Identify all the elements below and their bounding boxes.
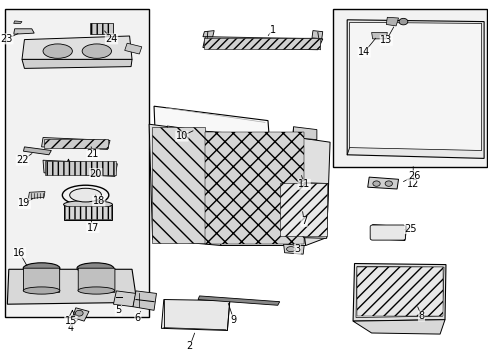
- Polygon shape: [355, 266, 443, 318]
- Ellipse shape: [78, 287, 115, 294]
- Polygon shape: [113, 291, 136, 307]
- Polygon shape: [349, 22, 481, 150]
- Text: 10: 10: [175, 131, 188, 141]
- Polygon shape: [203, 31, 214, 37]
- Text: 1: 1: [269, 24, 275, 35]
- Text: 4: 4: [68, 323, 74, 333]
- Bar: [332, 9, 486, 167]
- Polygon shape: [133, 291, 156, 310]
- Text: 19: 19: [18, 198, 31, 208]
- Bar: [45, 161, 116, 175]
- Polygon shape: [14, 21, 22, 23]
- Polygon shape: [72, 308, 89, 321]
- Polygon shape: [149, 124, 221, 246]
- Text: 15: 15: [64, 316, 77, 326]
- Text: 20: 20: [89, 168, 102, 179]
- Polygon shape: [198, 296, 279, 305]
- Polygon shape: [346, 20, 483, 158]
- Ellipse shape: [77, 263, 113, 274]
- Ellipse shape: [69, 188, 102, 202]
- Text: 16: 16: [13, 248, 26, 258]
- Ellipse shape: [385, 181, 392, 186]
- Polygon shape: [78, 268, 115, 292]
- Polygon shape: [204, 131, 305, 246]
- Text: 17: 17: [86, 222, 99, 233]
- Text: 25: 25: [404, 224, 416, 234]
- Text: 7: 7: [301, 216, 306, 226]
- Polygon shape: [311, 31, 322, 39]
- Polygon shape: [63, 205, 112, 220]
- Ellipse shape: [43, 44, 72, 58]
- Text: 6: 6: [135, 312, 141, 323]
- Polygon shape: [352, 320, 444, 334]
- Ellipse shape: [372, 181, 380, 186]
- Text: 21: 21: [86, 149, 99, 159]
- Polygon shape: [292, 137, 329, 246]
- Polygon shape: [352, 264, 445, 321]
- Polygon shape: [203, 37, 322, 50]
- Polygon shape: [161, 300, 229, 330]
- Polygon shape: [386, 17, 398, 26]
- Text: 26: 26: [407, 171, 420, 181]
- Ellipse shape: [23, 287, 60, 294]
- Text: 2: 2: [186, 341, 192, 351]
- Bar: [90, 23, 113, 34]
- Ellipse shape: [63, 201, 112, 208]
- Polygon shape: [167, 126, 248, 192]
- Polygon shape: [23, 147, 51, 155]
- Polygon shape: [22, 36, 132, 59]
- Polygon shape: [23, 268, 60, 292]
- Text: 12: 12: [406, 179, 419, 189]
- Polygon shape: [277, 182, 328, 238]
- Bar: [279, 183, 326, 236]
- Polygon shape: [370, 225, 406, 240]
- Text: 5: 5: [115, 305, 121, 315]
- Text: 11: 11: [297, 179, 310, 189]
- Bar: [204, 38, 320, 49]
- Polygon shape: [7, 269, 137, 304]
- Bar: [151, 127, 205, 243]
- Text: 24: 24: [105, 34, 118, 44]
- Ellipse shape: [286, 247, 295, 252]
- Text: 22: 22: [16, 155, 29, 165]
- FancyBboxPatch shape: [369, 225, 405, 240]
- Bar: [5, 9, 149, 317]
- Polygon shape: [293, 127, 316, 140]
- Ellipse shape: [75, 310, 83, 316]
- Polygon shape: [14, 29, 34, 34]
- Bar: [205, 132, 304, 244]
- Text: 8: 8: [418, 311, 424, 321]
- Text: 13: 13: [379, 35, 392, 45]
- Bar: [356, 267, 442, 316]
- Polygon shape: [371, 32, 386, 39]
- Ellipse shape: [82, 44, 111, 58]
- Polygon shape: [43, 160, 117, 176]
- Polygon shape: [28, 192, 45, 199]
- Polygon shape: [283, 244, 304, 254]
- Polygon shape: [41, 138, 110, 149]
- Text: 9: 9: [230, 315, 236, 325]
- Polygon shape: [367, 177, 398, 189]
- Bar: [64, 206, 111, 219]
- Text: 18: 18: [92, 196, 105, 206]
- Text: 14: 14: [357, 47, 370, 57]
- Text: 3: 3: [294, 244, 300, 254]
- Bar: [44, 139, 107, 148]
- Text: 23: 23: [0, 34, 13, 44]
- Ellipse shape: [398, 18, 407, 25]
- Polygon shape: [124, 43, 142, 54]
- Polygon shape: [22, 59, 132, 68]
- Polygon shape: [154, 106, 276, 231]
- Ellipse shape: [23, 263, 60, 274]
